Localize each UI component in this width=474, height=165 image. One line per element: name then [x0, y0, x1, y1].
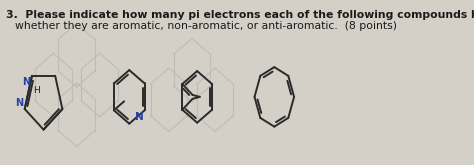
Text: 3.  Please indicate how many pi electrons each of the following compounds have a: 3. Please indicate how many pi electrons…: [6, 10, 474, 20]
Text: whether they are aromatic, non-aromatic, or anti-aromatic.  (8 points): whether they are aromatic, non-aromatic,…: [15, 20, 397, 31]
Text: N: N: [15, 98, 23, 108]
Text: H: H: [33, 86, 40, 95]
Text: N: N: [135, 112, 143, 122]
Text: N: N: [22, 77, 30, 87]
